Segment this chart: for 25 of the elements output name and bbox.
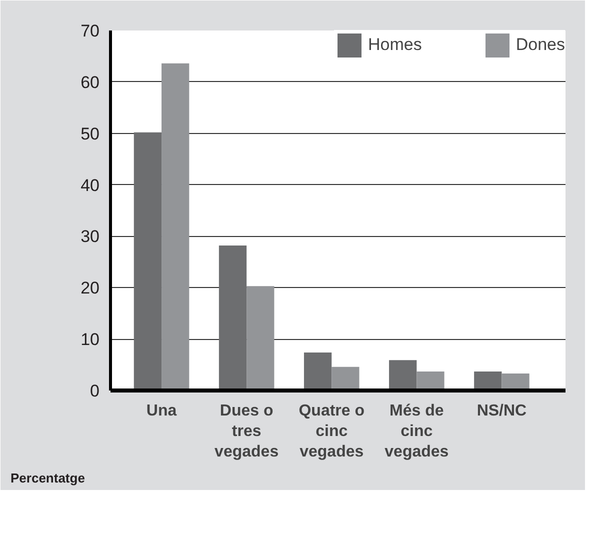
legend-label: Homes	[368, 35, 422, 55]
bar	[389, 360, 417, 390]
y-tick-label: 70	[80, 22, 100, 40]
bar	[162, 63, 190, 390]
x-tick-label: Dues o tres vegades	[214, 402, 279, 460]
bar	[134, 132, 162, 390]
y-tick-label: 50	[80, 124, 100, 144]
x-axis-title: Percentatge	[10, 470, 85, 486]
bar	[502, 374, 530, 390]
y-tick-label: 20	[80, 278, 100, 298]
y-tick-label: 10	[80, 330, 100, 350]
legend-label: Dones	[516, 35, 565, 55]
bar	[246, 286, 274, 390]
y-tick-label: 40	[80, 176, 100, 195]
x-tick-label: Quatre o cinc vegades	[298, 402, 365, 460]
x-tick-label: Una	[146, 402, 177, 420]
x-tick-label: Més de cinc vegades	[384, 402, 449, 460]
bar	[416, 371, 444, 390]
y-tick-label: 60	[80, 72, 100, 92]
y-tick-label: 30	[80, 227, 100, 246]
bar	[332, 366, 360, 390]
x-tick-label: NS/NC	[476, 402, 528, 420]
bar	[218, 245, 247, 390]
y-tick-label: 0	[90, 382, 100, 400]
bar	[304, 352, 332, 390]
